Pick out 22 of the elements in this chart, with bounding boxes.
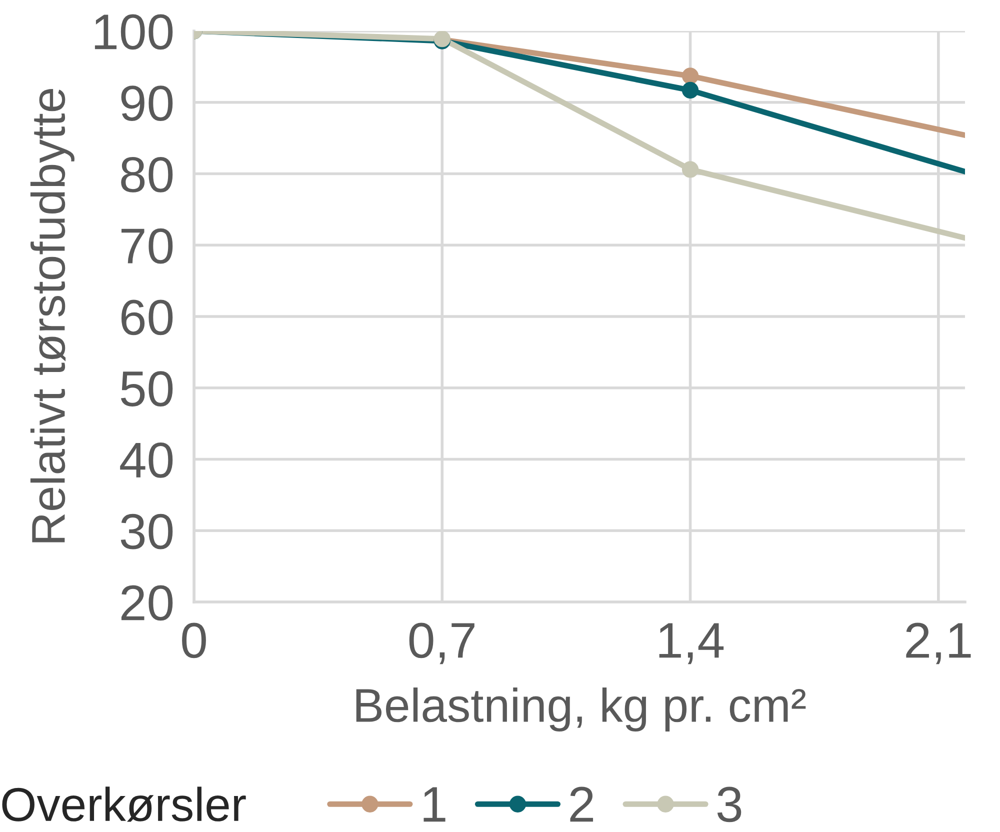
- point: [682, 161, 699, 178]
- x-tick-label: 0: [182, 622, 206, 658]
- point: [682, 68, 699, 84]
- y-tick-label: 70: [122, 228, 173, 264]
- y-tick-label: 60: [121, 300, 173, 336]
- x-tick-label: 2,1: [906, 622, 971, 664]
- y-tick-label: 100: [94, 14, 173, 50]
- legend-label: 3: [717, 786, 742, 822]
- y-tick-label: 80: [121, 156, 173, 192]
- y-tick-label: 20: [121, 585, 173, 621]
- point: [682, 82, 699, 99]
- y-axis-title: Relativt tørstofudbytte: [30, 88, 74, 542]
- y-tick-label: 90: [121, 86, 173, 121]
- y-tick-label: 40: [120, 442, 173, 478]
- legend-label: 2: [570, 786, 594, 822]
- legend-title: Overkørsler: [2, 786, 246, 822]
- x-axis-title: Belastning, kg pr. cm²: [356, 688, 806, 732]
- y-tick-label: 50: [120, 371, 173, 406]
- x-tick-label: 1,4: [659, 623, 724, 664]
- x-tick-label: 0,7: [409, 622, 474, 664]
- y-tick-label: 30: [120, 514, 173, 550]
- legend-label: 1: [424, 787, 446, 822]
